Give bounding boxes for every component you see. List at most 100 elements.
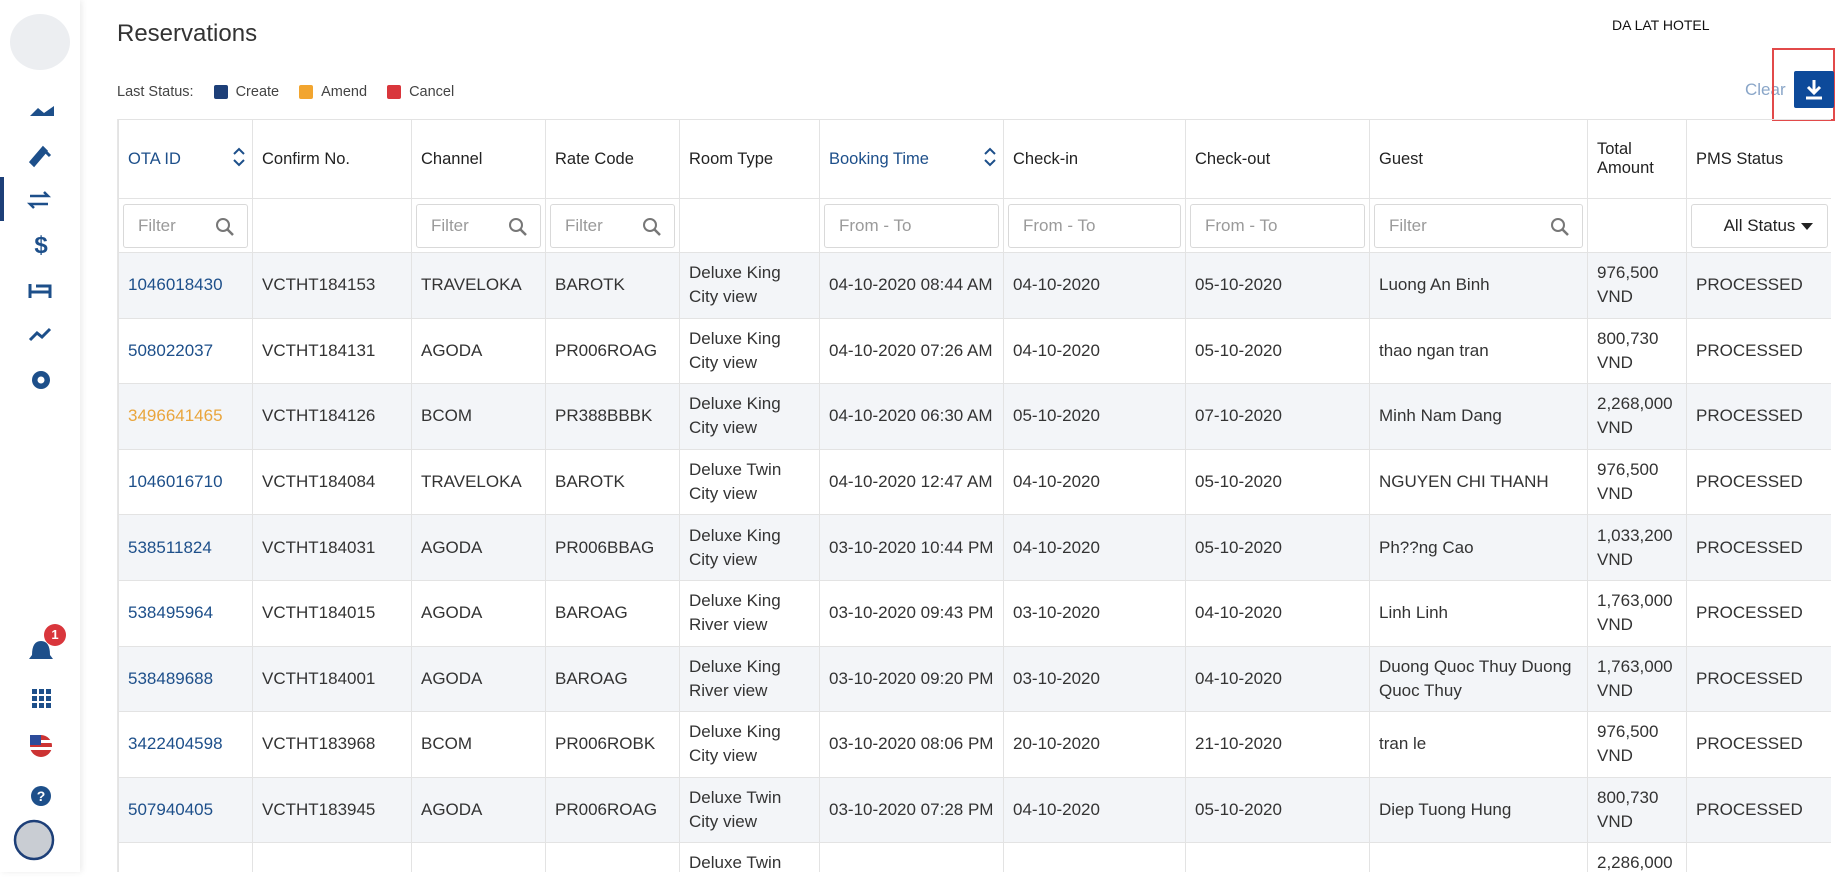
filter-input[interactable]: Filter	[1374, 203, 1583, 248]
cell: AGODA	[411, 776, 546, 844]
sort-icon[interactable]	[232, 146, 246, 168]
badge	[44, 624, 66, 646]
icon-rooms[interactable]	[28, 284, 52, 298]
avatar[interactable]	[13, 819, 55, 861]
filter-input[interactable]: Filter	[123, 203, 248, 248]
cell-text: Deluxe Twin City view	[689, 460, 782, 504]
cell: BAROTK	[545, 252, 680, 319]
column-label: Booking Time	[829, 149, 929, 168]
cell: thao ngan tran	[1369, 317, 1588, 385]
cell: PROCESSED	[1686, 317, 1831, 385]
cell: VCTHT184153	[252, 252, 412, 319]
data-row: 508022037 VCTHT184131 AGODA PR006ROAG Deluxe…	[118, 317, 1831, 385]
column-label: Rate Code	[555, 149, 634, 168]
cell: PROCESSED	[1686, 252, 1831, 319]
filter-cell	[252, 198, 412, 253]
column-header: PMS Status	[1686, 119, 1831, 199]
filter-input[interactable]: Filter	[416, 203, 541, 248]
cell: 976,500 VND	[1587, 252, 1687, 319]
cell: 04-10-2020 07:26 AM	[819, 317, 1004, 385]
filter-placeholder: Filter	[138, 215, 176, 235]
cell-text: Deluxe King City view	[689, 722, 781, 766]
cell-text: PROCESSED	[1696, 668, 1803, 688]
icon-help[interactable]	[31, 786, 51, 806]
cell: VCTHT184084	[252, 448, 412, 516]
icon-reports[interactable]	[28, 327, 52, 342]
icon-rates[interactable]	[28, 145, 52, 168]
ota-id-link[interactable]: 538511824	[128, 537, 212, 557]
table-head: OTA ID Confirm No. Channel Rate Code Room Ty…	[118, 119, 1831, 253]
cell: Minh Nam Dang	[1369, 383, 1588, 450]
cell: VCTHT183968	[252, 711, 412, 778]
icon-finance[interactable]: $	[34, 232, 48, 259]
cell	[819, 842, 1004, 872]
icon-apps[interactable]	[32, 689, 51, 708]
cell-text: 976,500 VND	[1597, 460, 1659, 504]
ota-id-link[interactable]: 3422404598	[128, 734, 223, 754]
ota-id-link[interactable]: 507940405	[128, 800, 214, 820]
cell: 1,763,000 VND	[1587, 645, 1687, 713]
cell-text: 800,730 VND	[1597, 788, 1659, 832]
filter-input[interactable]: From - To	[1190, 203, 1365, 248]
legend-swatch	[213, 85, 228, 99]
column-header[interactable]: Booking Time	[819, 119, 1004, 199]
icon-reservations[interactable]	[26, 191, 52, 209]
column-header[interactable]: OTA ID	[118, 119, 253, 199]
cell: PR006BBAG	[545, 514, 680, 581]
cell-text: PROCESSED	[1696, 603, 1803, 623]
cell: 05-10-2020	[1185, 514, 1370, 581]
filter-input[interactable]: Filter	[550, 203, 675, 248]
data-row: 3496641465 VCTHT184126 BCOM PR388BBBK Deluxe…	[118, 383, 1831, 450]
ota-id-link[interactable]: 1046016710	[128, 472, 223, 492]
cell-text: 03-10-2020 07:28 PM	[829, 800, 994, 820]
search-icon	[1551, 217, 1569, 236]
hotel-name: DA LAT HOTEL	[1612, 17, 1710, 33]
download-button[interactable]	[1794, 71, 1834, 108]
cell: Deluxe King City view	[679, 383, 820, 450]
filter-placeholder: Filter	[1389, 215, 1427, 235]
cell: Deluxe Twin City view	[679, 448, 820, 516]
cell-text: 03-10-2020 09:20 PM	[829, 668, 994, 688]
legend-label: Last Status:	[117, 84, 194, 100]
filter-cell: Filter	[411, 198, 546, 253]
ota-id-link[interactable]: 1046018430	[128, 275, 223, 295]
filter-input[interactable]: From - To	[1008, 203, 1181, 248]
column-header: Total Amount	[1587, 119, 1687, 199]
filter-input[interactable]: All Status	[1691, 203, 1828, 248]
filter-row: Filter Filter Filter From - To From - To From…	[118, 198, 1831, 253]
ota-id-link[interactable]: 508022037	[128, 340, 214, 360]
cell: VCTHT183945	[252, 776, 412, 844]
cell-text: VCTHT184015	[262, 603, 376, 623]
icon-bell[interactable]	[29, 641, 53, 659]
column-header: Guest	[1369, 119, 1588, 199]
cell: BAROAG	[545, 645, 680, 713]
cell: 04-10-2020	[1003, 514, 1186, 581]
cell-text: Deluxe Twin City view	[689, 788, 782, 832]
filter-placeholder: From - To	[839, 215, 912, 235]
badge-count: 1	[51, 627, 59, 642]
icon-dashboard[interactable]	[30, 106, 54, 116]
cell-text: Deluxe King River view	[689, 591, 781, 635]
sidebar: $ ? 1	[0, 0, 80, 872]
cell-text: 04-10-2020	[1013, 340, 1100, 360]
filter-input[interactable]: From - To	[824, 203, 999, 248]
cell: VCTHT184001	[252, 645, 412, 713]
cell-text: AGODA	[421, 537, 483, 557]
cell: 04-10-2020 06:30 AM	[819, 383, 1004, 450]
filter-placeholder: Filter	[565, 215, 603, 235]
ota-id-link[interactable]: 538489688	[128, 668, 214, 688]
ota-id-link[interactable]: 3496641465	[128, 406, 223, 426]
cell: 800,730 VND	[1587, 317, 1687, 385]
clear-button[interactable]: Clear	[1745, 80, 1786, 99]
sort-icon[interactable]	[983, 146, 997, 168]
cell-text: 1,763,000 VND	[1597, 656, 1673, 700]
filter-cell	[1587, 198, 1687, 253]
cell-text: Minh Nam Dang	[1379, 406, 1502, 426]
cell: PROCESSED	[1686, 579, 1831, 647]
data-row: 507940405 VCTHT183945 AGODA PR006ROAG Deluxe…	[118, 776, 1831, 844]
icon-flag[interactable]	[30, 735, 52, 757]
column-label: Channel	[421, 149, 483, 168]
ota-id-link[interactable]: 538495964	[128, 603, 214, 623]
cell	[1185, 842, 1370, 872]
